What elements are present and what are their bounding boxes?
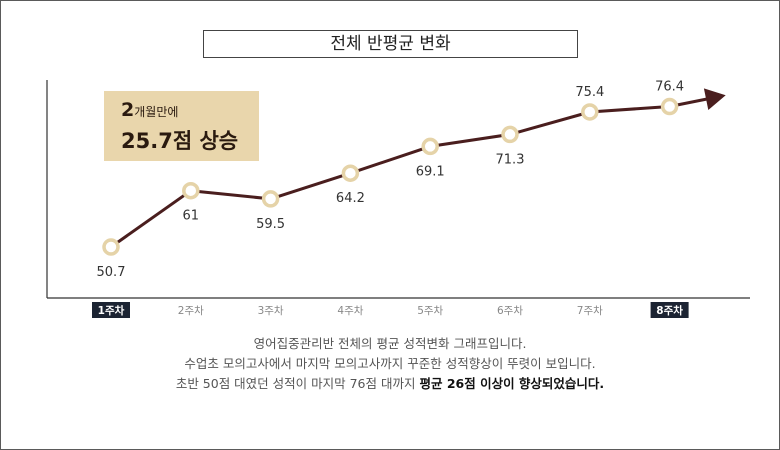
description-line3-bold: 평균 26점 이상이 향상되었습니다. [419,376,605,391]
data-label: 50.7 [97,265,126,280]
data-label: 71.3 [496,152,525,167]
x-tick-label: 5주차 [417,305,443,317]
description-line3: 초반 50점 대였던 성적이 마지막 76점 대까지 평균 26점 이상이 향상… [0,373,780,392]
callout-text: 개월만에 [134,105,179,119]
callout-box: 2개월만에 25.7점 상승 [104,91,259,161]
data-point [182,181,200,200]
callout-number: 2 [121,99,135,121]
data-point [421,137,439,156]
callout-line1: 2개월만에 [121,99,178,121]
description-line3-prefix: 초반 50점 대였던 성적이 마지막 76점 대까지 [175,376,420,391]
x-tick-label: 4주차 [337,305,363,317]
x-tick-label: 2주차 [178,305,204,317]
x-tick-label: 7주차 [577,305,603,317]
tick-highlight [92,302,130,318]
data-label: 61 [183,209,200,224]
data-label: 75.4 [575,85,604,100]
chart-title: 전체 반평균 변화 [203,30,578,58]
data-point [341,164,360,182]
data-point [501,125,519,144]
trend-arrow-head [703,88,726,110]
data-point [261,190,280,208]
data-label: 59.5 [256,217,285,232]
x-tick-label: 8주차 [656,304,683,317]
x-tick-label: 6주차 [497,305,523,317]
data-point [102,238,120,256]
data-label: 64.2 [336,191,365,206]
data-point [581,103,599,121]
callout-line2: 25.7점 상승 [121,129,239,153]
tick-highlight [650,302,689,318]
x-tick-label: 1주차 [98,304,125,317]
description-line1: 영어집중관리반 전체의 평균 성적변화 그래프입니다. [253,336,527,351]
data-label: 69.1 [416,164,445,179]
data-point [660,97,679,116]
x-tick-label: 3주차 [258,305,284,317]
data-label: 76.4 [655,80,684,95]
description-line2: 수업초 모의고사에서 마지막 모의고사까지 꾸준한 성적향상이 뚜렷이 보입니다… [184,356,596,371]
